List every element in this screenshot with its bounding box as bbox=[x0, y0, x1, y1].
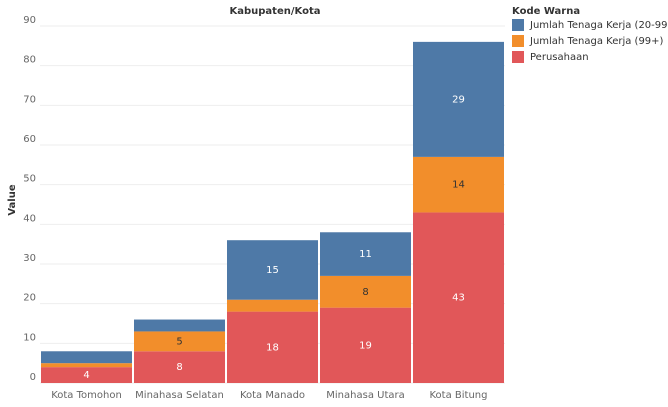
x-tick-label: Kota Tomohon bbox=[51, 390, 122, 401]
data-label: 18 bbox=[266, 342, 279, 353]
legend-label: Jumlah Tenaga Kerja (99+) bbox=[529, 36, 664, 47]
bar-segment bbox=[320, 275, 411, 308]
bar-segment bbox=[134, 319, 225, 332]
bar-segment bbox=[41, 351, 132, 364]
y-tick-label: 30 bbox=[23, 253, 36, 264]
data-label: 15 bbox=[266, 265, 279, 276]
data-label: 43 bbox=[452, 293, 465, 304]
y-tick-label: 10 bbox=[23, 332, 36, 343]
data-label: 5 bbox=[176, 336, 182, 347]
data-label: 29 bbox=[452, 94, 465, 105]
y-tick-label: 80 bbox=[23, 55, 36, 66]
bar-segment bbox=[41, 367, 132, 383]
y-tick-label: 60 bbox=[23, 134, 36, 145]
bar-segment bbox=[413, 41, 504, 157]
x-tick-label: Kota Bitung bbox=[430, 390, 488, 401]
y-tick-label: 20 bbox=[23, 293, 36, 304]
bar-segment bbox=[320, 232, 411, 276]
legend-title: Kode Warna bbox=[512, 6, 580, 17]
legend-swatch bbox=[512, 19, 524, 31]
data-label: 11 bbox=[359, 249, 372, 260]
legend-label: Perusahaan bbox=[530, 52, 589, 63]
data-label: 14 bbox=[452, 180, 465, 191]
y-tick-label: 40 bbox=[23, 213, 36, 224]
bar-segment bbox=[227, 299, 318, 312]
y-axis-label: Value bbox=[7, 184, 18, 215]
bar-segment bbox=[227, 240, 318, 300]
data-label: 8 bbox=[362, 287, 368, 298]
x-tick-label: Kota Manado bbox=[240, 390, 305, 401]
bar-segment bbox=[413, 212, 504, 383]
chart-title: Kabupaten/Kota bbox=[230, 6, 321, 17]
y-tick-label: 90 bbox=[23, 15, 36, 26]
data-label: 4 bbox=[83, 370, 89, 381]
y-tick-label: 0 bbox=[30, 372, 36, 383]
x-tick-label: Minahasa Utara bbox=[326, 390, 404, 401]
bar-segment bbox=[227, 311, 318, 383]
x-tick-label: Minahasa Selatan bbox=[135, 390, 224, 401]
bar-segment bbox=[134, 331, 225, 352]
legend-swatch bbox=[512, 51, 524, 63]
bar-segment bbox=[134, 351, 225, 383]
data-label: 19 bbox=[359, 340, 372, 351]
legend-label: Jumlah Tenaga Kerja (20-99) bbox=[529, 20, 668, 31]
y-tick-label: 70 bbox=[23, 94, 36, 105]
data-label: 8 bbox=[176, 362, 182, 373]
bar-segment bbox=[41, 363, 132, 368]
bar-segment bbox=[413, 156, 504, 213]
legend-swatch bbox=[512, 35, 524, 47]
y-tick-label: 50 bbox=[23, 174, 36, 185]
bar-segment bbox=[320, 307, 411, 383]
